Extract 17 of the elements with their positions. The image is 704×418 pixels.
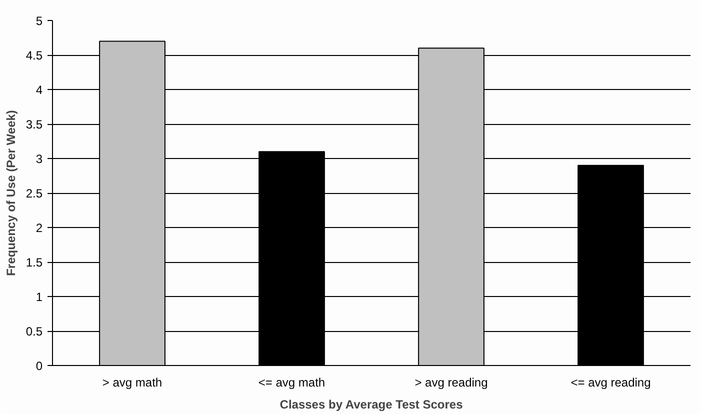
x-tick-label: > avg reading — [414, 376, 488, 390]
y-tick-label: 1 — [36, 290, 43, 304]
y-tick-label: 4.5 — [26, 48, 43, 62]
x-tick-label: > avg math — [102, 376, 162, 390]
y-tick-label: 0.5 — [26, 324, 43, 338]
y-tick-label: 3.5 — [26, 118, 43, 132]
y-tick-label: 2.5 — [26, 186, 43, 200]
x-axis-title: Classes by Average Test Scores — [280, 398, 464, 412]
y-tick-label: 4 — [36, 83, 43, 97]
y-tick-label: 3 — [36, 152, 43, 166]
x-tick-label: <= avg math — [258, 376, 326, 390]
y-tick-label: 5 — [36, 14, 43, 28]
y-tick-label: 1.5 — [26, 256, 43, 270]
y-axis-title: Frequency of Use (Per Week) — [4, 110, 18, 276]
y-tick-label: 2 — [36, 221, 43, 235]
x-tick-label: <= avg reading — [570, 376, 651, 390]
y-tick-label: 0 — [36, 359, 43, 373]
